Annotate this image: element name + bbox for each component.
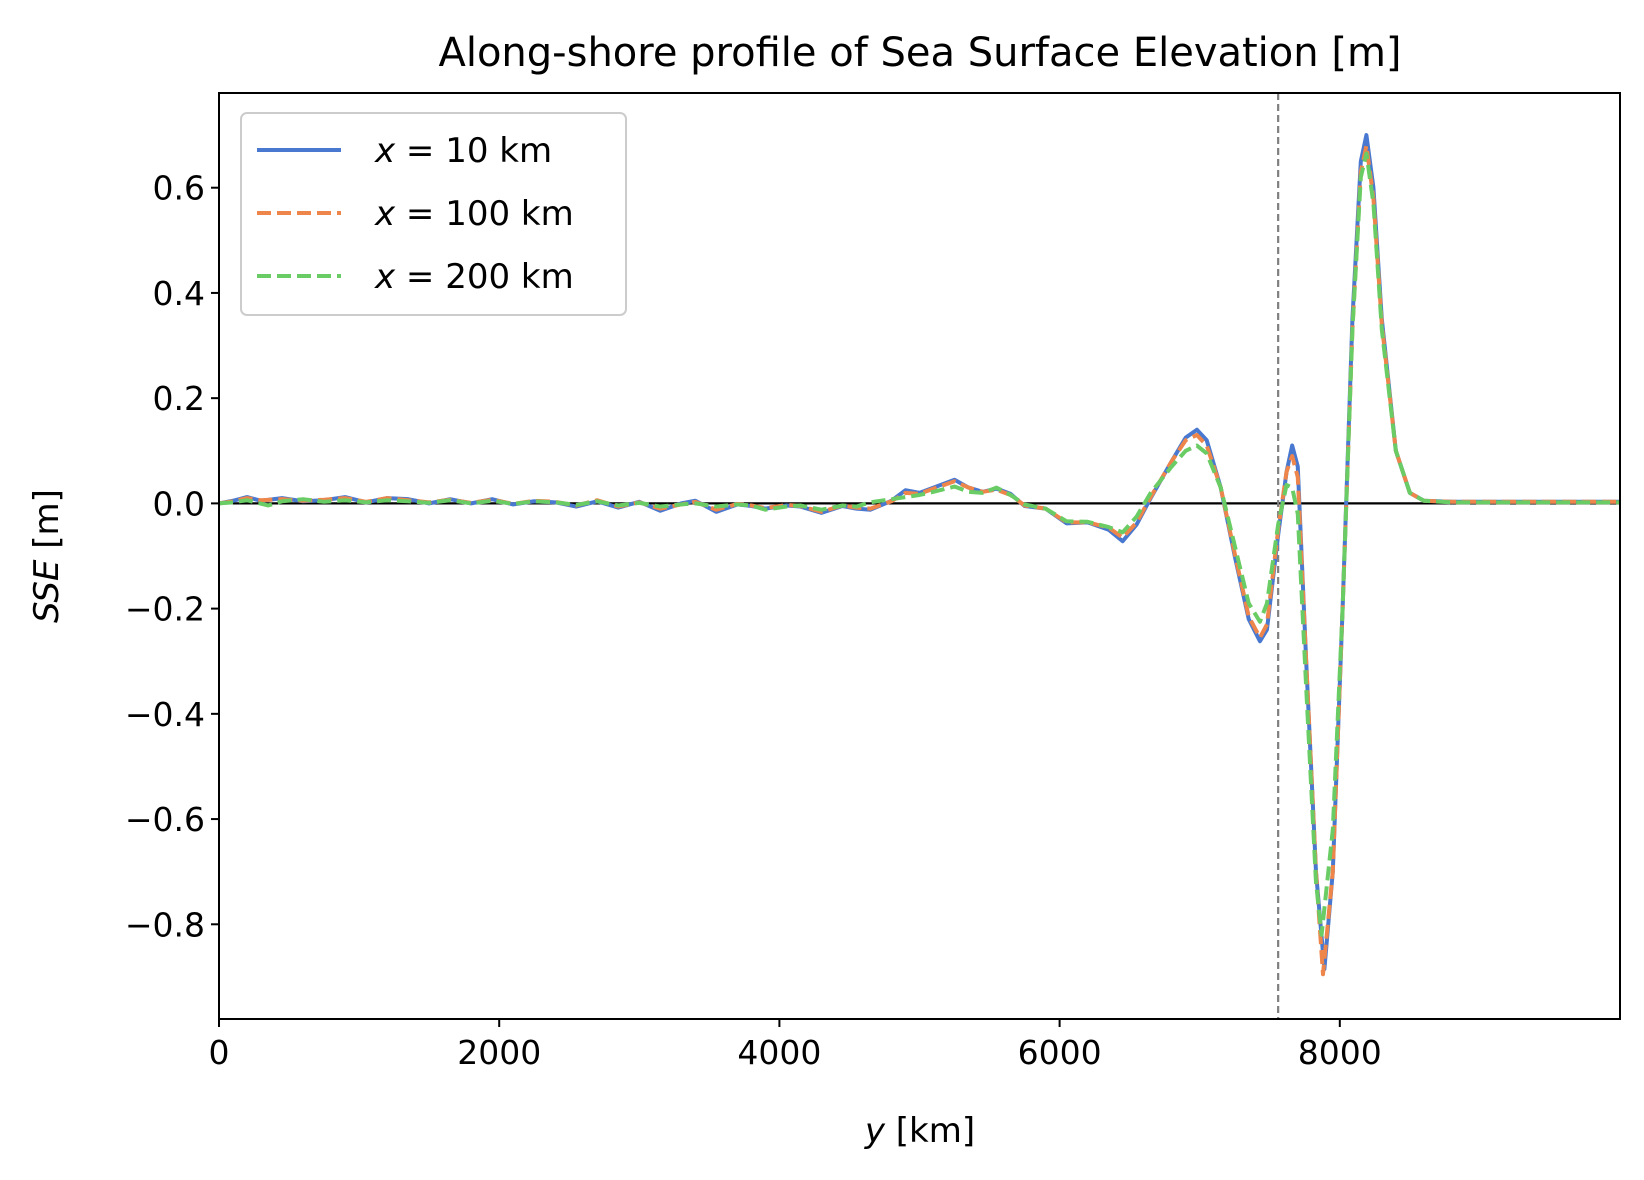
x-axis-label: y [km] xyxy=(864,1111,975,1151)
y-tick-label: 0.2 xyxy=(153,379,205,418)
x-axis: 0 2000 4000 6000 8000 xyxy=(209,1019,1382,1072)
legend-box xyxy=(240,112,627,316)
y-tick-label: 0.4 xyxy=(153,274,205,313)
series-layer xyxy=(219,133,1620,977)
x-tick-label: 8000 xyxy=(1298,1033,1382,1072)
series-line-3 xyxy=(219,151,1620,937)
x-tick-label: 4000 xyxy=(737,1033,821,1072)
y-tick-label: −0.4 xyxy=(125,695,205,734)
x-tick-label: 2000 xyxy=(457,1033,541,1072)
chart-title: Along-shore profile of Sea Surface Eleva… xyxy=(438,30,1401,76)
x-tick-label: 0 xyxy=(209,1033,230,1072)
y-tick-label: 0.0 xyxy=(153,484,205,523)
y-tick-label: 0.6 xyxy=(153,169,205,208)
y-axis: 0.6 0.4 0.2 0.0 −0.2 −0.4 −0.6 −0.8 xyxy=(125,169,219,944)
x-tick-label: 6000 xyxy=(1018,1033,1102,1072)
y-tick-label: −0.6 xyxy=(125,800,205,839)
plot-frame xyxy=(218,92,1621,1020)
y-tick-label: −0.8 xyxy=(125,905,205,944)
legend-label-2: x = 100 km xyxy=(374,194,574,234)
y-axis-label: SSE [m] xyxy=(27,489,67,623)
legend-label-3: x = 200 km xyxy=(374,257,574,297)
legend: x = 10 km x = 100 km x = 200 km xyxy=(240,112,627,316)
y-tick-label: −0.2 xyxy=(125,590,205,629)
reference-lines xyxy=(219,93,1620,1019)
legend-label-1: x = 10 km xyxy=(374,131,552,171)
